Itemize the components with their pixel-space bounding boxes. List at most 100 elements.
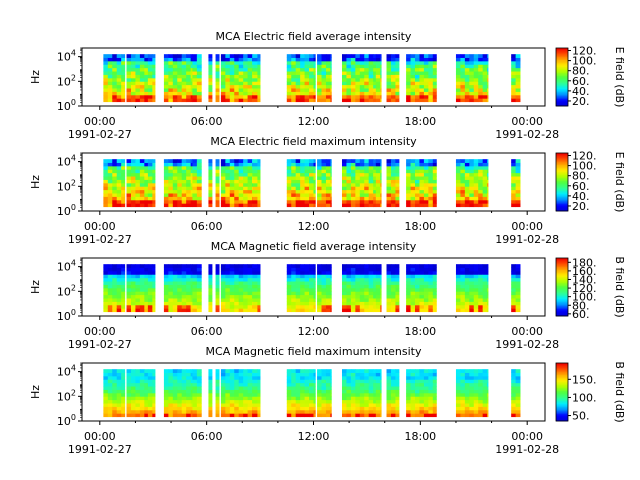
spectrogram-cell (192, 176, 198, 180)
spectrogram-cell (395, 159, 400, 163)
spectrogram-cell (121, 308, 126, 313)
spectrogram-cell (359, 193, 365, 197)
spectrogram-cell (325, 88, 331, 92)
spectrogram-cell (177, 54, 183, 58)
x-tick-label: 06:00 (191, 220, 223, 233)
spectrogram-cell (460, 60, 466, 65)
spectrogram-cell (192, 301, 198, 306)
spectrogram-cell (380, 189, 382, 194)
spectrogram-cell (423, 270, 429, 275)
spectrogram-cell (181, 203, 187, 208)
spectrogram-cell (455, 71, 461, 75)
spectrogram-cell (291, 54, 297, 58)
spectrogram-cell (415, 379, 420, 384)
spectrogram-cell (368, 176, 374, 180)
spectrogram-cell (380, 379, 382, 384)
spectrogram-cell (196, 88, 202, 92)
spectrogram-cell (406, 64, 411, 69)
spectrogram-cell (346, 196, 352, 201)
spectrogram-cell (364, 382, 370, 387)
spectrogram-cell (321, 54, 327, 58)
spectrogram-cell (432, 396, 437, 401)
spectrogram-cell (341, 379, 347, 384)
spectrogram-cell (135, 57, 141, 62)
spectrogram-cell (177, 372, 183, 377)
spectrogram-cell (291, 199, 297, 204)
spectrogram-cell (177, 264, 183, 268)
spectrogram-cell (423, 281, 429, 285)
spectrogram-cell (152, 94, 156, 99)
colorbar-swatch (556, 104, 568, 107)
spectrogram-cell (419, 284, 425, 289)
spectrogram-cell (368, 159, 374, 163)
spectrogram-cell (482, 94, 488, 99)
spectrogram-cell (291, 67, 297, 72)
spectrogram-cell (390, 382, 396, 387)
spectrogram-cell (186, 81, 192, 86)
spectrogram-cell (192, 67, 198, 72)
spectrogram-cell (482, 91, 488, 96)
spectrogram-cell (116, 84, 122, 89)
spectrogram-cell (190, 382, 193, 387)
spectrogram-cell (423, 277, 429, 282)
spectrogram-cell (419, 375, 425, 380)
spectrogram-cell (478, 379, 484, 384)
spectrogram-cell (473, 406, 479, 411)
spectrogram-cell (386, 81, 392, 86)
data-segment (126, 159, 149, 208)
spectrogram-cell (291, 372, 297, 377)
spectrogram-cell (215, 199, 220, 204)
spectrogram-cell (350, 392, 356, 397)
spectrogram-cell (313, 165, 316, 170)
spectrogram-cell (190, 403, 193, 407)
spectrogram-cell (103, 382, 109, 387)
spectrogram-cell (355, 304, 361, 309)
spectrogram-cell (423, 267, 429, 272)
spectrogram-cell (172, 162, 178, 167)
spectrogram-cell (152, 74, 156, 79)
spectrogram-cell (325, 81, 331, 86)
spectrogram-cell (234, 372, 240, 377)
spectrogram-cell (163, 406, 169, 411)
spectrogram-cell (321, 396, 327, 401)
spectrogram-cell (482, 277, 488, 282)
spectrogram-cell (163, 291, 169, 296)
spectrogram-cell (168, 267, 174, 272)
spectrogram-cell (364, 71, 370, 75)
spectrogram-cell (380, 169, 382, 174)
spectrogram-cell (238, 287, 244, 292)
colorbar-swatch (556, 381, 568, 384)
spectrogram-cell (181, 403, 187, 407)
spectrogram-cell (406, 182, 411, 187)
spectrogram-cell (341, 88, 347, 92)
spectrogram-cell (130, 159, 136, 163)
spectrogram-cell (225, 169, 231, 174)
spectrogram-cell (112, 304, 118, 309)
colorbar-swatch (556, 192, 568, 194)
spectrogram-cell (252, 64, 258, 69)
spectrogram-cell (390, 369, 396, 373)
spectrogram-cell (473, 165, 479, 170)
spectrogram-cell (130, 81, 136, 86)
colorbar-swatch (556, 189, 568, 192)
spectrogram-cell (473, 392, 479, 397)
spectrogram-cell (295, 294, 301, 299)
spectrogram-cell (190, 294, 193, 299)
colorbar-swatch (556, 310, 568, 313)
spectrogram-cell (432, 189, 437, 194)
colorbar-swatch (556, 393, 568, 396)
spectrogram-cell (192, 71, 198, 75)
spectrogram-cell (309, 409, 314, 414)
spectrogram-cell (455, 81, 461, 86)
spectrogram-cell (487, 165, 489, 170)
spectrogram-cell (192, 203, 198, 208)
spectrogram-cell (186, 294, 192, 299)
spectrogram-cell (309, 267, 314, 272)
spectrogram-cell (304, 308, 310, 313)
spectrogram-cell (190, 264, 193, 268)
spectrogram-cell (144, 165, 149, 170)
colorbar-swatch (556, 295, 568, 298)
spectrogram-cell (406, 386, 411, 390)
spectrogram-cell (103, 84, 109, 89)
spectrogram-cell (229, 277, 235, 282)
